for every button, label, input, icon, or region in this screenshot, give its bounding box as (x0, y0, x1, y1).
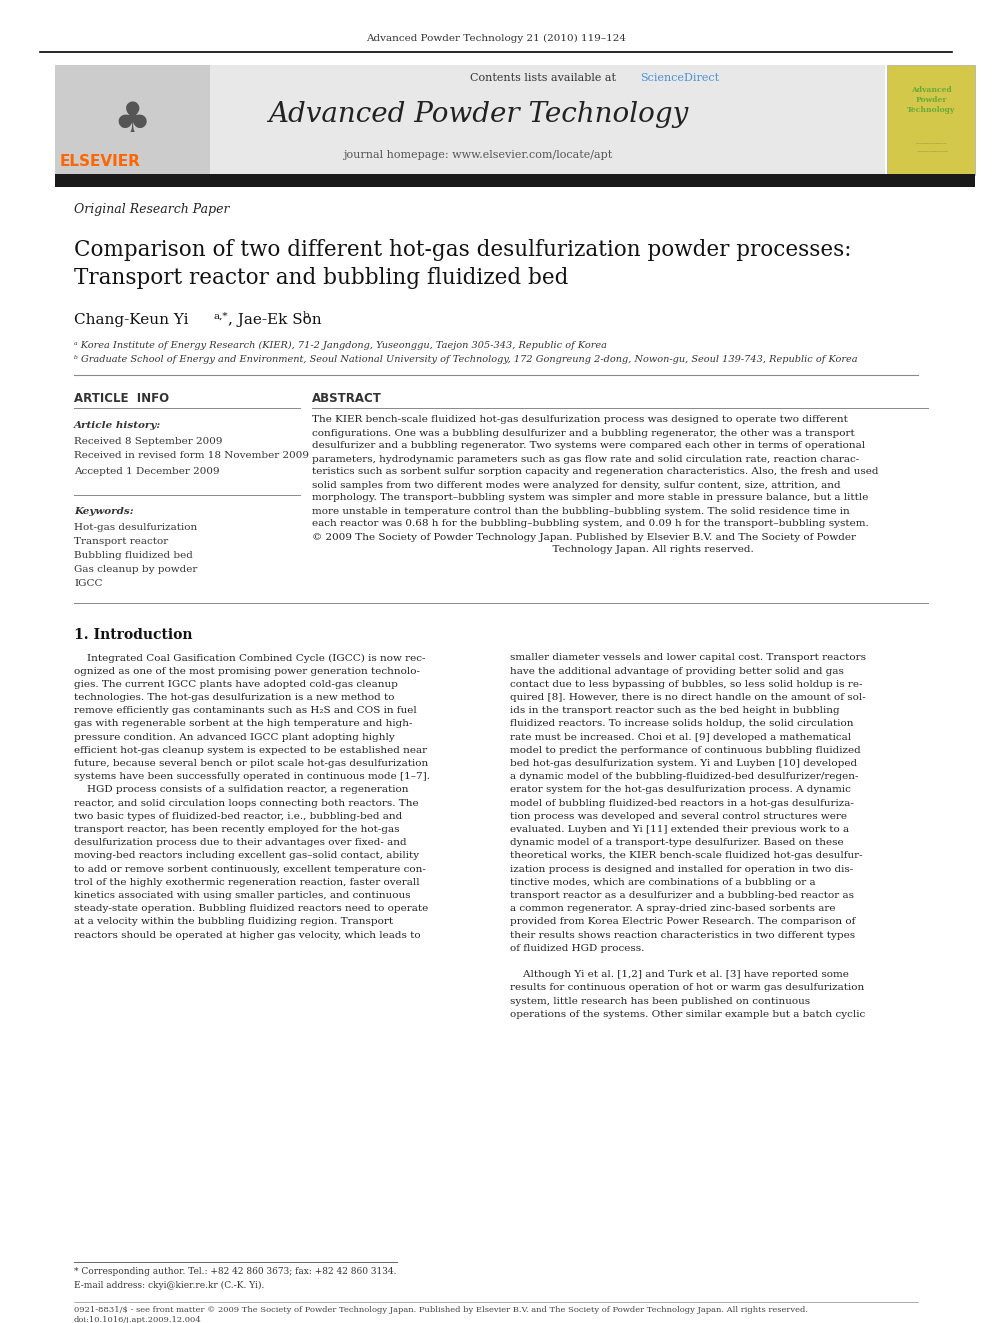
Text: desulfurization process due to their advantages over fixed- and: desulfurization process due to their adv… (74, 839, 407, 847)
Text: ♣: ♣ (113, 99, 151, 142)
Text: erator system for the hot-gas desulfurization process. A dynamic: erator system for the hot-gas desulfuriz… (510, 786, 851, 795)
Text: systems have been successfully operated in continuous mode [1–7].: systems have been successfully operated … (74, 773, 430, 782)
Text: reactor, and solid circulation loops connecting both reactors. The: reactor, and solid circulation loops con… (74, 799, 419, 808)
Text: The KIER bench-scale fluidized hot-gas desulfurization process was designed to o: The KIER bench-scale fluidized hot-gas d… (312, 415, 848, 425)
Text: kinetics associated with using smaller particles, and continuous: kinetics associated with using smaller p… (74, 892, 411, 900)
Text: Transport reactor: Transport reactor (74, 537, 169, 545)
Text: pressure condition. An advanced IGCC plant adopting highly: pressure condition. An advanced IGCC pla… (74, 733, 395, 742)
Text: E-mail address: ckyi@kier.re.kr (C.-K. Yi).: E-mail address: ckyi@kier.re.kr (C.-K. Y… (74, 1281, 265, 1290)
Text: results for continuous operation of hot or warm gas desulfurization: results for continuous operation of hot … (510, 983, 864, 992)
Text: ᵇ Graduate School of Energy and Environment, Seoul National University of Techno: ᵇ Graduate School of Energy and Environm… (74, 356, 858, 365)
Text: 0921-8831/$ - see front matter © 2009 The Society of Powder Technology Japan. Pu: 0921-8831/$ - see front matter © 2009 Th… (74, 1306, 808, 1314)
Text: ognized as one of the most promising power generation technolo-: ognized as one of the most promising pow… (74, 667, 420, 676)
Bar (55, 175, 975, 187)
Text: Received 8 September 2009: Received 8 September 2009 (74, 437, 222, 446)
Text: Gas cleanup by powder: Gas cleanup by powder (74, 565, 197, 573)
Text: steady-state operation. Bubbling fluidized reactors need to operate: steady-state operation. Bubbling fluidiz… (74, 905, 429, 913)
Text: gies. The current IGCC plants have adopted cold-gas cleanup: gies. The current IGCC plants have adopt… (74, 680, 398, 689)
Text: morphology. The transport–bubbling system was simpler and more stable in pressur: morphology. The transport–bubbling syste… (312, 493, 868, 503)
Text: evaluated. Luyben and Yi [11] extended their previous work to a: evaluated. Luyben and Yi [11] extended t… (510, 826, 849, 833)
Bar (55, 65, 210, 175)
Text: Advanced Powder Technology: Advanced Powder Technology (268, 102, 688, 128)
Text: Bubbling fluidized bed: Bubbling fluidized bed (74, 550, 192, 560)
Bar (55, 65, 885, 175)
Text: Hot-gas desulfurization: Hot-gas desulfurization (74, 523, 197, 532)
Text: Accepted 1 December 2009: Accepted 1 December 2009 (74, 467, 219, 475)
Text: b: b (303, 311, 310, 320)
Text: ABSTRACT: ABSTRACT (312, 392, 382, 405)
Text: fluidized reactors. To increase solids holdup, the solid circulation: fluidized reactors. To increase solids h… (510, 720, 853, 729)
Text: parameters, hydrodynamic parameters such as gas flow rate and solid circulation : parameters, hydrodynamic parameters such… (312, 455, 859, 463)
Text: dynamic model of a transport-type desulfurizer. Based on these: dynamic model of a transport-type desulf… (510, 839, 843, 847)
Text: HGD process consists of a sulfidation reactor, a regeneration: HGD process consists of a sulfidation re… (74, 786, 409, 795)
Text: efficient hot-gas cleanup system is expected to be established near: efficient hot-gas cleanup system is expe… (74, 746, 428, 755)
Text: have the additional advantage of providing better solid and gas: have the additional advantage of providi… (510, 667, 844, 676)
Text: future, because several bench or pilot scale hot-gas desulfurization: future, because several bench or pilot s… (74, 759, 429, 769)
Text: teristics such as sorbent sulfur sorption capacity and regeneration characterist: teristics such as sorbent sulfur sorptio… (312, 467, 879, 476)
Text: a,*: a,* (214, 311, 228, 320)
Text: to add or remove sorbent continuously, excellent temperature con-: to add or remove sorbent continuously, e… (74, 865, 426, 873)
Text: system, little research has been published on continuous: system, little research has been publish… (510, 996, 810, 1005)
Text: desulfurizer and a bubbling regenerator. Two systems were compared each other in: desulfurizer and a bubbling regenerator.… (312, 442, 865, 451)
Text: ELSEVIER: ELSEVIER (60, 155, 141, 169)
Text: Keywords:: Keywords: (74, 508, 134, 516)
Text: Transport reactor and bubbling fluidized bed: Transport reactor and bubbling fluidized… (74, 267, 568, 288)
Text: 1. Introduction: 1. Introduction (74, 628, 192, 642)
Text: journal homepage: www.elsevier.com/locate/apt: journal homepage: www.elsevier.com/locat… (343, 149, 613, 160)
Text: Article history:: Article history: (74, 421, 162, 430)
Text: more unstable in temperature control than the bubbling–bubbling system. The soli: more unstable in temperature control tha… (312, 507, 850, 516)
Bar (887, 65, 975, 175)
Text: solid samples from two different modes were analyzed for density, sulfur content: solid samples from two different modes w… (312, 480, 840, 490)
Text: tinctive modes, which are combinations of a bubbling or a: tinctive modes, which are combinations o… (510, 878, 815, 886)
Text: © 2009 The Society of Powder Technology Japan. Published by Elsevier B.V. and Th: © 2009 The Society of Powder Technology … (312, 532, 856, 541)
Text: rate must be increased. Choi et al. [9] developed a mathematical: rate must be increased. Choi et al. [9] … (510, 733, 851, 742)
Text: each reactor was 0.68 h for the bubbling–bubbling system, and 0.09 h for the tra: each reactor was 0.68 h for the bubbling… (312, 520, 869, 528)
Text: a dynamic model of the bubbling-fluidized-bed desulfurizer/regen-: a dynamic model of the bubbling-fluidize… (510, 773, 858, 782)
Text: trol of the highly exothermic regeneration reaction, faster overall: trol of the highly exothermic regenerati… (74, 878, 420, 886)
Text: Chang-Keun Yi: Chang-Keun Yi (74, 314, 188, 327)
Text: ScienceDirect: ScienceDirect (640, 73, 719, 83)
Text: model of bubbling fluidized-bed reactors in a hot-gas desulfuriza-: model of bubbling fluidized-bed reactors… (510, 799, 854, 808)
Text: remove efficiently gas contaminants such as H₂S and COS in fuel: remove efficiently gas contaminants such… (74, 706, 417, 716)
Text: theoretical works, the KIER bench-scale fluidized hot-gas desulfur-: theoretical works, the KIER bench-scale … (510, 852, 863, 860)
Text: a common regenerator. A spray-dried zinc-based sorbents are: a common regenerator. A spray-dried zinc… (510, 905, 835, 913)
Text: Advanced Powder Technology 21 (2010) 119–124: Advanced Powder Technology 21 (2010) 119… (366, 33, 626, 42)
Text: Contents lists available at: Contents lists available at (470, 73, 619, 83)
Text: ___________
  ___________: ___________ ___________ (914, 139, 948, 151)
Text: transport reactor as a desulfurizer and a bubbling-bed reactor as: transport reactor as a desulfurizer and … (510, 892, 854, 900)
Text: Advanced
Powder
Technology: Advanced Powder Technology (907, 86, 955, 114)
Text: * Corresponding author. Tel.: +82 42 860 3673; fax: +82 42 860 3134.: * Corresponding author. Tel.: +82 42 860… (74, 1267, 397, 1277)
Text: smaller diameter vessels and lower capital cost. Transport reactors: smaller diameter vessels and lower capit… (510, 654, 866, 663)
Text: of fluidized HGD process.: of fluidized HGD process. (510, 943, 645, 953)
Text: Technology Japan. All rights reserved.: Technology Japan. All rights reserved. (312, 545, 754, 554)
Text: operations of the systems. Other similar example but a batch cyclic: operations of the systems. Other similar… (510, 1009, 865, 1019)
Text: transport reactor, has been recently employed for the hot-gas: transport reactor, has been recently emp… (74, 826, 400, 833)
Text: provided from Korea Electric Power Research. The comparison of: provided from Korea Electric Power Resea… (510, 917, 855, 926)
Text: Received in revised form 18 November 2009: Received in revised form 18 November 200… (74, 451, 309, 460)
Text: ization process is designed and installed for operation in two dis-: ization process is designed and installe… (510, 865, 853, 873)
Text: gas with regenerable sorbent at the high temperature and high-: gas with regenerable sorbent at the high… (74, 720, 413, 729)
Text: two basic types of fluidized-bed reactor, i.e., bubbling-bed and: two basic types of fluidized-bed reactor… (74, 812, 402, 820)
Text: bed hot-gas desulfurization system. Yi and Luyben [10] developed: bed hot-gas desulfurization system. Yi a… (510, 759, 857, 769)
Text: technologies. The hot-gas desulfurization is a new method to: technologies. The hot-gas desulfurizatio… (74, 693, 395, 703)
Text: doi:10.1016/j.apt.2009.12.004: doi:10.1016/j.apt.2009.12.004 (74, 1316, 201, 1323)
Text: model to predict the performance of continuous bubbling fluidized: model to predict the performance of cont… (510, 746, 861, 755)
Text: at a velocity within the bubbling fluidizing region. Transport: at a velocity within the bubbling fluidi… (74, 917, 393, 926)
Text: their results shows reaction characteristics in two different types: their results shows reaction characteris… (510, 930, 855, 939)
Text: ids in the transport reactor such as the bed height in bubbling: ids in the transport reactor such as the… (510, 706, 839, 716)
Text: Original Research Paper: Original Research Paper (74, 204, 229, 217)
Text: Comparison of two different hot-gas desulfurization powder processes:: Comparison of two different hot-gas desu… (74, 239, 851, 261)
Text: tion process was developed and several control structures were: tion process was developed and several c… (510, 812, 847, 820)
Text: ᵃ Korea Institute of Energy Research (KIER), 71-2 Jangdong, Yuseonggu, Taejon 30: ᵃ Korea Institute of Energy Research (KI… (74, 340, 607, 349)
Text: quired [8]. However, there is no direct handle on the amount of sol-: quired [8]. However, there is no direct … (510, 693, 866, 703)
Text: moving-bed reactors including excellent gas–solid contact, ability: moving-bed reactors including excellent … (74, 852, 420, 860)
Text: Integrated Coal Gasification Combined Cycle (IGCC) is now rec-: Integrated Coal Gasification Combined Cy… (74, 654, 426, 663)
Text: contact due to less bypassing of bubbles, so less solid holdup is re-: contact due to less bypassing of bubbles… (510, 680, 862, 689)
Text: , Jae-Ek Son: , Jae-Ek Son (228, 314, 321, 327)
Text: ARTICLE  INFO: ARTICLE INFO (74, 392, 169, 405)
Text: reactors should be operated at higher gas velocity, which leads to: reactors should be operated at higher ga… (74, 930, 421, 939)
Text: Although Yi et al. [1,2] and Turk et al. [3] have reported some: Although Yi et al. [1,2] and Turk et al.… (510, 970, 849, 979)
Text: configurations. One was a bubbling desulfurizer and a bubbling regenerator, the : configurations. One was a bubbling desul… (312, 429, 855, 438)
Text: IGCC: IGCC (74, 578, 102, 587)
